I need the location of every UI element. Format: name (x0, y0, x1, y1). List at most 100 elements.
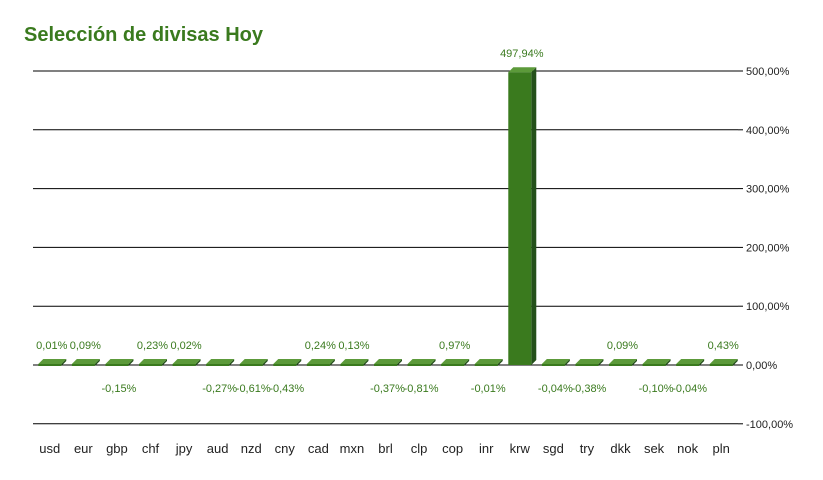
bar-top (38, 359, 67, 364)
data-label: 0,13% (338, 340, 369, 352)
data-label: 0,24% (305, 340, 336, 352)
bar (172, 364, 196, 366)
y-tick-label: -100,00% (746, 419, 793, 431)
bar-side (598, 359, 604, 366)
data-label: -0,04% (672, 383, 707, 395)
bar-top (239, 359, 268, 364)
x-tick-label: gbp (106, 441, 128, 456)
data-label: 0,43% (708, 340, 739, 352)
data-label: 0,23% (137, 340, 168, 352)
data-label: 0,02% (170, 340, 201, 352)
bar-side (363, 359, 369, 366)
bar (575, 364, 599, 366)
bar-top (206, 359, 235, 364)
bar-side (195, 359, 201, 366)
bar-top (139, 359, 167, 364)
bar-top (676, 359, 705, 364)
bar-side (329, 359, 335, 366)
data-label: -0,81% (404, 383, 439, 395)
data-label: -0,10% (639, 383, 674, 395)
bar-top (172, 359, 201, 364)
y-tick-label: 400,00% (746, 125, 790, 137)
bar-top (575, 359, 604, 364)
bar (441, 364, 465, 366)
data-label: 0,97% (439, 340, 470, 352)
bar-top (642, 359, 671, 364)
bar (374, 364, 397, 366)
bar-side (464, 359, 470, 366)
bar-top (306, 359, 335, 364)
bar-side (296, 359, 302, 366)
bar (676, 364, 700, 366)
y-tick-label: 500,00% (746, 66, 790, 78)
x-tick-label: aud (207, 441, 229, 456)
data-label: -0,37% (370, 383, 405, 395)
data-label: 0,09% (607, 340, 638, 352)
data-label: 0,01% (36, 340, 67, 352)
x-tick-label: nzd (241, 441, 262, 456)
bar-side (732, 359, 738, 366)
data-label: -0,15% (101, 383, 136, 395)
data-label: 0,09% (70, 340, 101, 352)
bar-side (564, 359, 570, 366)
bar (71, 364, 95, 366)
bar-side (128, 359, 134, 366)
bar (541, 364, 565, 366)
bar (508, 72, 532, 366)
bar-top (374, 359, 402, 364)
bar-top (273, 359, 302, 364)
bar-side (665, 359, 671, 366)
bar (139, 364, 162, 366)
x-tick-label: dkk (610, 441, 631, 456)
x-tick-label: mxn (340, 441, 365, 456)
x-tick-label: eur (74, 441, 93, 456)
bar-side (632, 359, 637, 366)
x-tick-label: jpy (175, 441, 193, 456)
data-label: -0,04% (538, 383, 573, 395)
bar (105, 364, 129, 366)
bar-top (541, 359, 570, 364)
bar-side (94, 359, 100, 366)
bar-top (340, 359, 369, 364)
bar-top (441, 359, 470, 364)
x-tick-label: chf (142, 441, 160, 456)
bar (306, 364, 330, 366)
bar (474, 364, 498, 366)
y-tick-label: 100,00% (746, 301, 790, 313)
bar-top (474, 359, 503, 364)
x-tick-label: krw (510, 441, 531, 456)
data-label: 497,94% (500, 48, 544, 60)
bar (709, 364, 733, 366)
bar-side (61, 359, 67, 366)
chart-title: Selección de divisas Hoy (24, 24, 263, 46)
bar-side (162, 359, 167, 366)
bar (340, 364, 364, 366)
bar-top (709, 359, 738, 364)
bar-side (262, 359, 268, 366)
bar (642, 364, 666, 366)
bar (206, 364, 230, 366)
x-tick-label: usd (39, 441, 60, 456)
y-tick-label: 300,00% (746, 184, 790, 196)
bar (239, 364, 263, 366)
bar (273, 364, 297, 366)
x-tick-label: sek (644, 441, 665, 456)
y-tick-label: 0,00% (746, 360, 777, 372)
y-tick-label: 200,00% (746, 242, 790, 254)
bar (407, 364, 431, 366)
bar-side (497, 359, 503, 366)
bar-top (105, 359, 134, 364)
data-label: -0,61% (236, 383, 271, 395)
x-tick-label: sgd (543, 441, 564, 456)
bar (38, 364, 62, 366)
x-tick-label: cny (275, 441, 296, 456)
bar-side (699, 359, 705, 366)
bar-top (71, 359, 100, 364)
x-tick-label: clp (411, 441, 428, 456)
data-label: -0,01% (471, 383, 506, 395)
bar-side (430, 359, 436, 366)
data-label: -0,27% (202, 383, 237, 395)
bar-top (508, 67, 537, 73)
